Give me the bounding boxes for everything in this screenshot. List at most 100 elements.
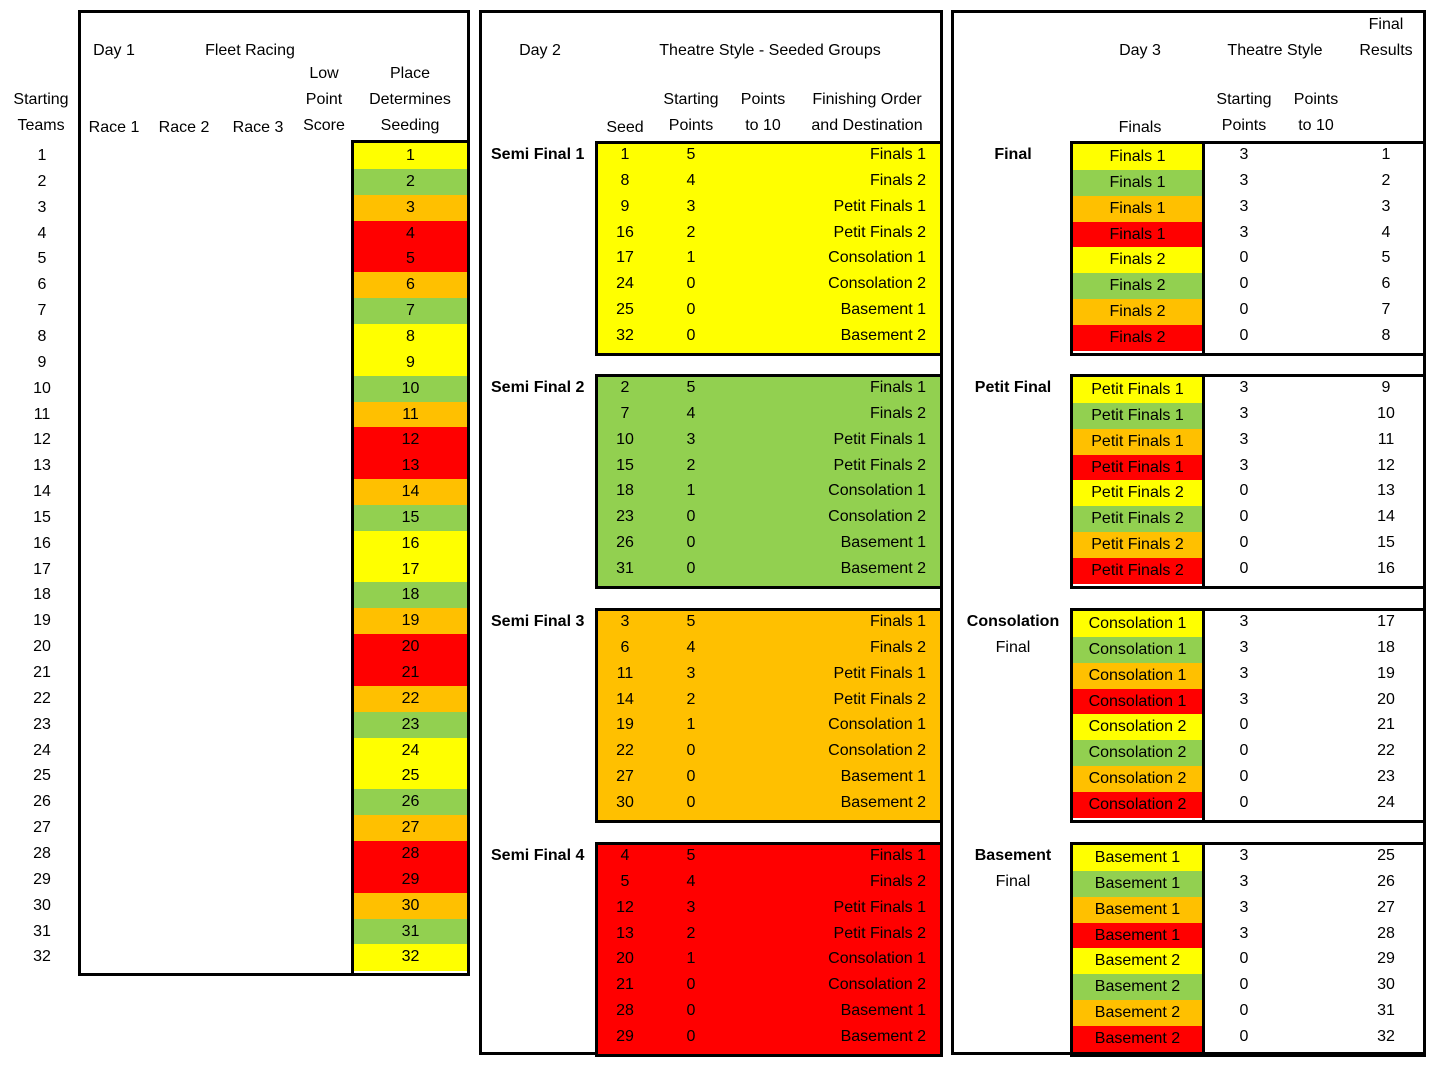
finals-entry-cell: Finals 2 [1073,247,1202,274]
seed-cell: 28 [616,1002,634,1020]
header-points: Points [740,91,786,108]
group-bottom-border [1070,586,1426,589]
group-top-border [1070,374,1426,377]
starting-points-cell: 3 [686,664,696,682]
starting-points-cell: 2 [686,223,696,241]
header-starting: Starting [1216,91,1272,108]
final-result-cell: 24 [1377,793,1395,811]
starting-points-cell: 0 [1239,716,1249,734]
final-result-cell: 10 [1377,404,1395,422]
final-result-cell: 8 [1381,326,1391,344]
seed-cell: 27 [616,768,634,786]
seed-cell: 13 [616,924,634,942]
starting-points-cell: 0 [1239,482,1249,500]
final-result-cell: 30 [1377,976,1395,994]
starting-team: 32 [33,948,51,966]
seed-cell: 16 [616,223,634,241]
starting-points-cell: 0 [686,534,696,552]
final-result-cell: 6 [1381,275,1391,293]
destination-cell: Petit Finals 2 [833,456,926,474]
final-result-cell: 16 [1377,559,1395,577]
starting-points-cell: 0 [1239,976,1249,994]
starting-points-cell: 4 [686,872,696,890]
group-bottom-border [1070,820,1426,823]
starting-team: 4 [37,224,47,242]
final-result-cell: 27 [1377,898,1395,916]
starting-points-cell: 4 [686,404,696,422]
finals-entry-cell: Consolation 1 [1073,662,1202,690]
group-divider [1202,374,1205,589]
final-result-cell: 3 [1381,197,1391,215]
finals-entry-cell: Consolation 2 [1073,740,1202,767]
destination-cell: Finals 1 [869,847,926,864]
header-low: Low [309,65,339,82]
starting-points-cell: 0 [686,1027,696,1045]
starting-points-cell: 5 [686,613,696,630]
starting-points-cell: 1 [686,482,696,500]
destination-cell: Consolation 2 [828,275,926,293]
seeding-cell: 16 [354,530,467,558]
starting-points-cell: 2 [686,456,696,474]
finals-entry-cell: Consolation 2 [1073,791,1202,819]
starting-points-cell: 2 [686,690,696,708]
finals-entry-cell: Basement 2 [1073,1025,1202,1053]
starting-points-cell: 5 [686,146,696,163]
starting-points-cell: 0 [686,508,696,526]
starting-points-cell: 4 [686,171,696,189]
starting-points-cell: 0 [686,275,696,293]
finals-entry-cell: Basement 1 [1073,922,1202,949]
seed-cell: 7 [620,404,630,422]
starting-points-cell: 0 [686,742,696,760]
finals-entry-cell: Finals 1 [1073,144,1202,171]
group-divider [1202,608,1205,823]
seed-cell: 6 [620,638,630,656]
header-theatre-style: Theatre Style [1227,42,1323,59]
starting-points-cell: 0 [1239,768,1249,786]
final-result-cell: 23 [1377,768,1395,786]
finals-entry-cell: Petit Finals 1 [1073,454,1202,481]
starting-team: 26 [33,793,51,811]
finals-entry-cell: Finals 1 [1073,221,1202,248]
destination-cell: Basement 1 [840,534,926,552]
seeding-cell: 7 [354,298,467,325]
starting-team: 20 [33,638,51,656]
semi-final-label: Semi Final 2 [491,379,585,396]
seeding-cell: 19 [354,608,467,635]
seeding-cell: 6 [354,272,467,299]
finals-entry-cell: Finals 1 [1073,169,1202,197]
group-left-border [1070,608,1073,823]
destination-cell: Petit Finals 2 [833,223,926,241]
starting-points-cell: 3 [1239,638,1249,656]
starting-team: 27 [33,819,51,837]
starting-team: 8 [37,327,47,345]
starting-points-cell: 0 [686,793,696,811]
group-top-border [1070,842,1426,845]
seeding-cell: 1 [354,143,467,170]
destination-cell: Petit Finals 1 [833,664,926,682]
seeding-cell: 8 [354,323,467,351]
destination-cell: Finals 2 [869,171,926,189]
header-fleet-racing: Fleet Racing [205,42,295,59]
starting-points-cell: 0 [1239,559,1249,577]
group-top-border [1070,141,1426,144]
starting-team: 22 [33,689,51,707]
seeding-cell: 30 [354,892,467,919]
seeding-cell: 4 [354,220,467,247]
seeding-cell: 25 [354,763,467,790]
header-score: Score [303,117,345,134]
day3-frame [951,10,1426,1055]
header-seed: Seed [606,119,644,136]
starting-points-cell: 0 [686,976,696,994]
header-final: Final [1368,16,1404,33]
day1-frame [78,10,470,976]
final-result-cell: 20 [1377,690,1395,708]
header-seeding: Seeding [380,117,440,134]
seed-cell: 30 [616,793,634,811]
starting-team: 11 [33,405,51,423]
starting-team: 2 [37,172,47,190]
finals-entry-cell: Consolation 1 [1073,636,1202,664]
final-group-sublabel: Final [995,639,1031,656]
seed-cell: 5 [620,872,630,890]
seeding-cell: 23 [354,711,467,739]
starting-points-cell: 3 [1239,430,1249,448]
